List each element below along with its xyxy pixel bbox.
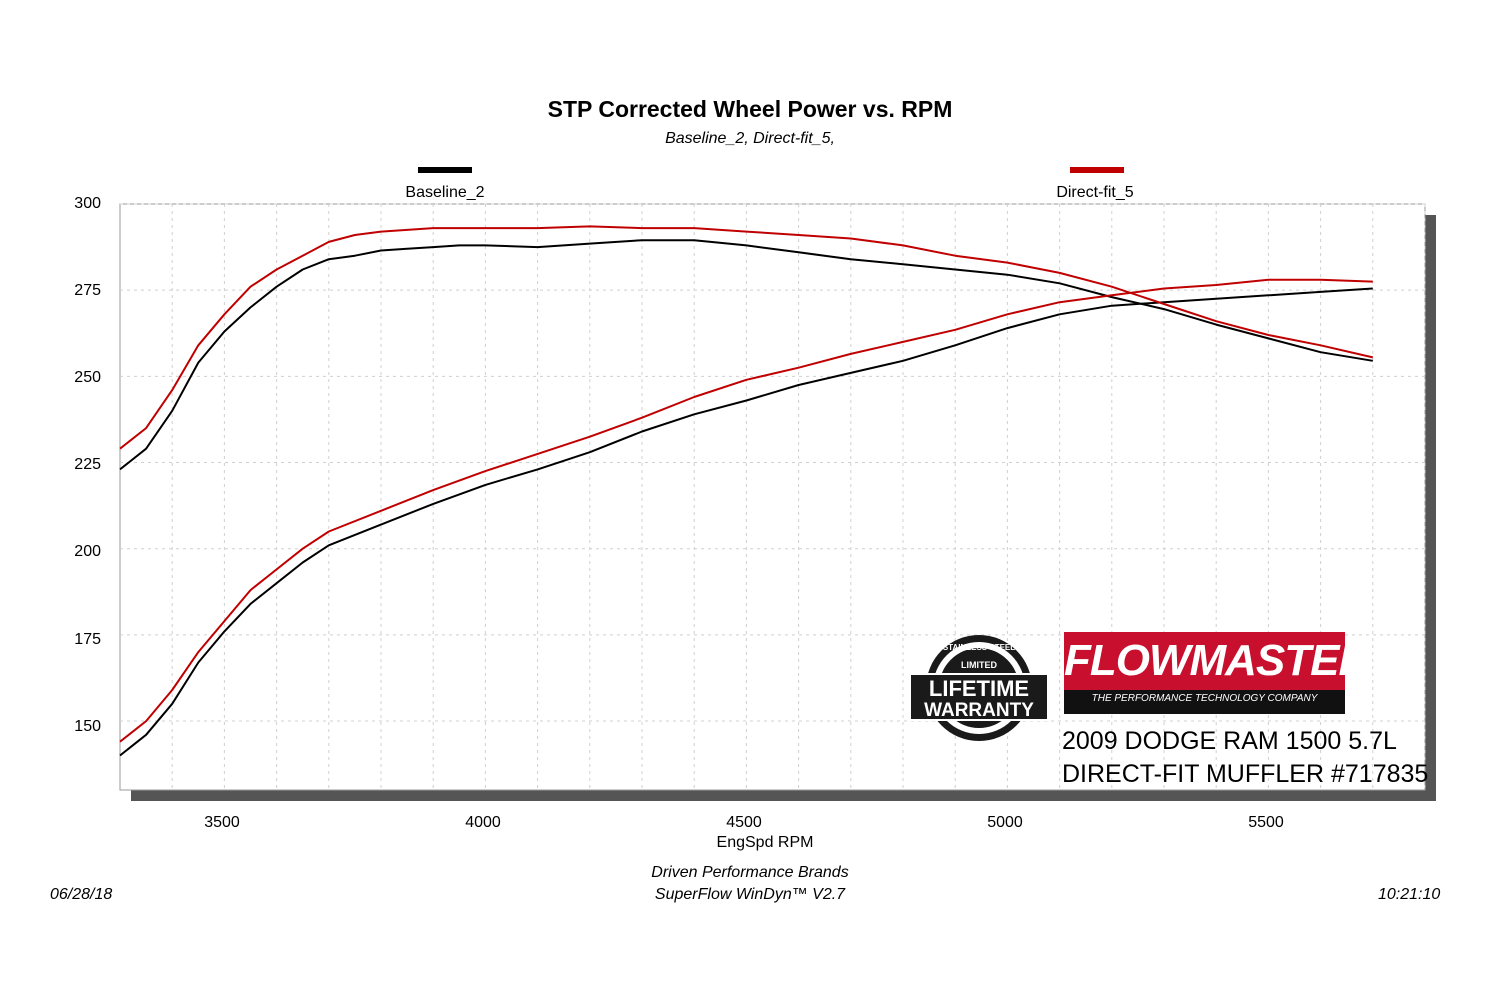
x-tick-5500: 5500	[1248, 814, 1284, 831]
legend-label-baseline: Baseline_2	[405, 184, 485, 201]
series-line-0-1	[119, 287, 1373, 757]
svg-text:STAINLESS STEEL: STAINLESS STEEL	[943, 643, 1015, 652]
x-tick-4000: 4000	[465, 814, 501, 831]
part-caption: DIRECT-FIT MUFFLER #717835	[1062, 760, 1429, 788]
warranty-badge-icon: LIFETIME WARRANTY LIMITED STAINLESS STEE…	[909, 635, 1049, 741]
series-layer	[119, 225, 1374, 757]
legend-label-directfit: Direct-fit_5	[1056, 184, 1134, 201]
y-tick-150: 150	[74, 718, 101, 735]
y-tick-275: 275	[74, 282, 101, 299]
x-tick-5000: 5000	[987, 814, 1023, 831]
flowmaster-tagline: THE PERFORMANCE TECHNOLOGY COMPANY	[1091, 693, 1318, 704]
svg-text:WARRANTY: WARRANTY	[924, 700, 1034, 721]
y-tick-175: 175	[74, 631, 101, 648]
footer-company: Driven Performance Brands	[651, 864, 849, 881]
grid-layer	[120, 203, 1426, 790]
y-tick-250: 250	[74, 369, 101, 386]
legend-swatch-directfit	[1070, 167, 1124, 173]
flowmaster-logo-text: FLOWMASTER	[1064, 636, 1370, 685]
series-line-1-1	[119, 278, 1373, 743]
footer-date: 06/28/18	[50, 886, 113, 903]
svg-text:LIFETIME: LIFETIME	[929, 676, 1029, 701]
vehicle-caption: 2009 DODGE RAM 1500 5.7L	[1062, 727, 1397, 755]
x-tick-4500: 4500	[726, 814, 762, 831]
x-axis-label: EngSpd RPM	[716, 834, 814, 851]
series-line-0-0	[119, 239, 1373, 471]
legend-swatch-baseline	[418, 167, 472, 173]
svg-text:LIMITED: LIMITED	[961, 660, 997, 670]
footer-software: SuperFlow WinDyn™ V2.7	[654, 886, 846, 903]
footer-time: 10:21:10	[1378, 886, 1441, 903]
series-line-1-0	[119, 225, 1374, 450]
y-tick-225: 225	[74, 456, 101, 473]
x-tick-3500: 3500	[204, 814, 240, 831]
chart-title: STP Corrected Wheel Power vs. RPM	[547, 96, 953, 122]
flowmaster-logo-band	[1064, 632, 1345, 690]
chart-subtitle: Baseline_2, Direct-fit_5,	[665, 130, 835, 147]
y-tick-300: 300	[74, 195, 101, 212]
y-tick-200: 200	[74, 543, 101, 560]
